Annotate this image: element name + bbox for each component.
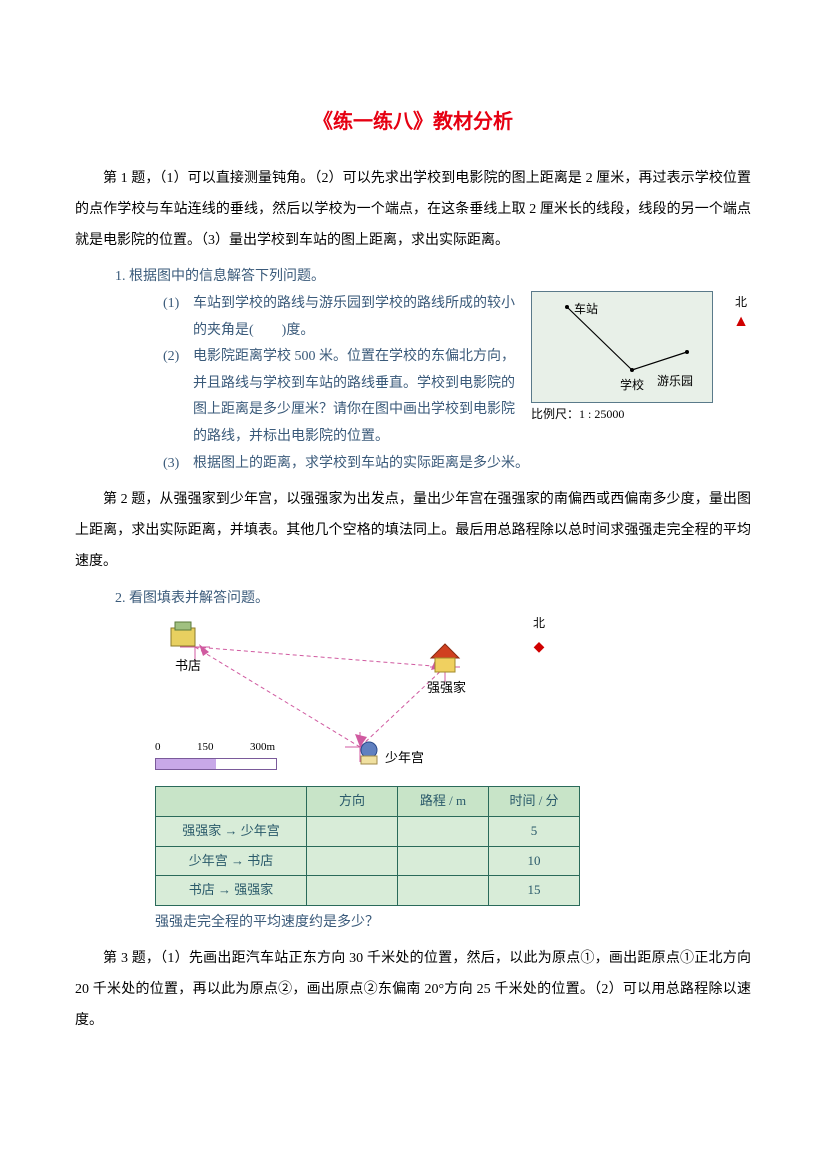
cell: [307, 846, 398, 876]
cell: [307, 876, 398, 906]
bookstore-icon: [171, 622, 195, 646]
map-box: 车站 学校 游乐园: [531, 291, 713, 403]
label-palace: 少年宫: [385, 746, 424, 771]
page-container: 《练一练八》教材分析 第 1 题，（1）可以直接测量钝角。（2）可以先求出学校到…: [0, 0, 826, 1097]
scale-tick-2: 300m: [250, 737, 275, 758]
table-header-row: 方向 路程 / m 时间 / 分: [156, 787, 580, 817]
problem-1-item-3: (3) 根据图上的距离，求学校到车站的实际距离是多少米。: [163, 451, 751, 478]
cell: 书店 → 强强家: [156, 876, 307, 906]
scale-seg-empty: [216, 759, 276, 769]
paragraph-2: 第 2 题，从强强家到少年宫，以强强家为出发点，量出少年宫在强强家的南偏西或西偏…: [75, 485, 751, 577]
problem-1-diagram: 车站 学校 游乐园 比例尺：1 : 25000 北 ▲: [531, 291, 751, 421]
home-icon: [431, 644, 459, 672]
problem-2: 2. 看图填表并解答问题。: [115, 586, 751, 937]
cell: [398, 876, 489, 906]
th-time: 时间 / 分: [489, 787, 580, 817]
cell: [398, 816, 489, 846]
item-text: 根据图上的距离，求学校到车站的实际距离是多少米。: [193, 451, 751, 478]
table-row: 强强家 → 少年宫 5: [156, 816, 580, 846]
scale-bar: 0 150 300m: [155, 737, 277, 770]
label-park: 游乐园: [657, 370, 693, 393]
th-route: [156, 787, 307, 817]
north-label-2: 北: [533, 612, 545, 635]
paragraph-3: 第 3 题，（1）先画出距汽车站正东方向 30 千米处的位置，然后，以此为原点①…: [75, 944, 751, 1036]
table-row: 书店 → 强强家 15: [156, 876, 580, 906]
item-num: (2): [163, 344, 193, 371]
north-label-1: 北: [731, 291, 751, 314]
label-bookstore: 书店: [175, 654, 201, 679]
scale-tick-0: 0: [155, 737, 161, 758]
label-station: 车站: [574, 298, 598, 321]
problem-2-header: 2. 看图填表并解答问题。: [115, 586, 751, 613]
item-num: (3): [163, 451, 193, 478]
item-text: 车站到学校的路线与游乐园到学校的路线所成的较小的夹角是( )度。: [193, 291, 521, 344]
scale-text: 比例尺：1 : 25000: [531, 403, 624, 426]
north-arrow-icon: ◆: [533, 635, 545, 662]
problem-1-header: 1. 根据图中的信息解答下列问题。: [115, 264, 751, 291]
problem-1-item-1: (1) 车站到学校的路线与游乐园到学校的路线所成的较小的夹角是( )度。: [163, 291, 521, 344]
page-title: 《练一练八》教材分析: [75, 100, 751, 144]
north-indicator-2: 北 ◆: [533, 612, 545, 661]
north-arrow-icon: ▲: [731, 314, 751, 330]
paragraph-1: 第 1 题，（1）可以直接测量钝角。（2）可以先求出学校到电影院的图上距离是 2…: [75, 164, 751, 256]
cell: 5: [489, 816, 580, 846]
item-text: 电影院距离学校 500 米。位置在学校的东偏北方向，并且路线与学校到车站的路线垂…: [193, 344, 521, 450]
palace-icon: [361, 742, 377, 764]
north-indicator-1: 北 ▲: [731, 291, 751, 330]
problem-2-diagram: 书店 强强家 少年宫 北 ◆ 0 150 300m: [155, 612, 555, 782]
cell: 10: [489, 846, 580, 876]
problem-2-question: 强强走完全程的平均速度约是多少？: [155, 910, 751, 937]
item-num: (1): [163, 291, 193, 318]
label-school: 学校: [620, 374, 644, 397]
scale-seg-filled: [156, 759, 216, 769]
problem-1: 1. 根据图中的信息解答下列问题。 车站 学校 游乐园 比例尺：1 : 2500…: [115, 264, 751, 477]
scale-tick-1: 150: [197, 737, 214, 758]
problem-1-item-2: (2) 电影院距离学校 500 米。位置在学校的东偏北方向，并且路线与学校到车站…: [163, 344, 521, 450]
cell: 强强家 → 少年宫: [156, 816, 307, 846]
cell: [398, 846, 489, 876]
label-home: 强强家: [427, 676, 466, 701]
problem-2-table: 方向 路程 / m 时间 / 分 强强家 → 少年宫 5 少年宫 → 书店 10…: [155, 786, 580, 906]
cell: [307, 816, 398, 846]
scale-bar-graphic: [155, 758, 277, 770]
table-row: 少年宫 → 书店 10: [156, 846, 580, 876]
th-direction: 方向: [307, 787, 398, 817]
cell: 15: [489, 876, 580, 906]
cell: 少年宫 → 书店: [156, 846, 307, 876]
th-distance: 路程 / m: [398, 787, 489, 817]
